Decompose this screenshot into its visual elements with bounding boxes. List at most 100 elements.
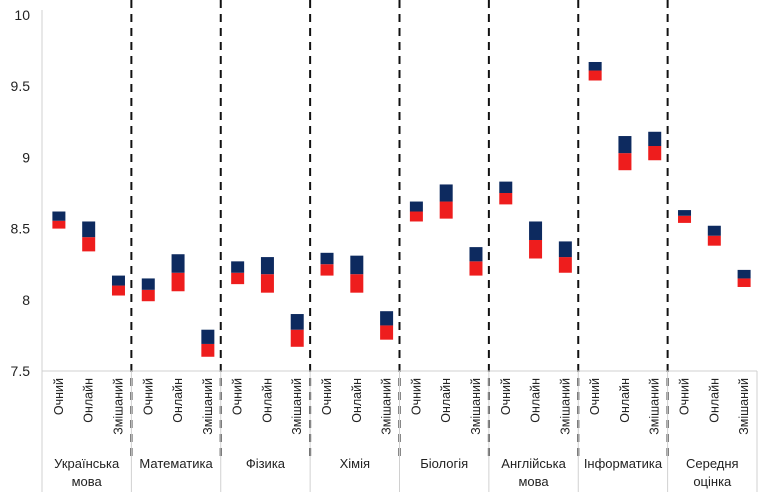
group-label-line: Хімія bbox=[340, 456, 370, 471]
group-label-line: Англійська bbox=[501, 456, 566, 471]
bar-lower-segment bbox=[111, 285, 125, 296]
bar-category-label: Онлайн bbox=[529, 378, 543, 423]
group-label-line: Українська bbox=[54, 456, 120, 471]
bar-category-label: Очний bbox=[320, 378, 334, 415]
bar-upper-segment bbox=[499, 181, 513, 193]
bar-category-label: Онлайн bbox=[618, 378, 632, 423]
bar-upper-segment bbox=[737, 269, 751, 279]
bar-lower-segment bbox=[290, 329, 304, 347]
bar-category-label: Очний bbox=[141, 378, 155, 415]
bar-upper-segment bbox=[350, 255, 364, 275]
bar-upper-segment bbox=[439, 184, 453, 202]
bar-lower-segment bbox=[141, 289, 155, 302]
bar-lower-segment bbox=[52, 220, 66, 229]
bar-lower-segment bbox=[380, 325, 394, 340]
bar-category-label: Онлайн bbox=[707, 378, 721, 423]
bar-category-label: Онлайн bbox=[171, 378, 185, 423]
bar-upper-segment bbox=[52, 211, 66, 221]
y-tick-label: 10 bbox=[14, 7, 30, 23]
bar-lower-segment bbox=[737, 278, 751, 287]
group-label: Хімія bbox=[340, 456, 370, 471]
y-axis: 7.5 8 8.5 9 9.5 10 bbox=[11, 7, 43, 379]
bar-category-label: Змішаний bbox=[737, 378, 751, 435]
bar-lower-segment bbox=[231, 272, 245, 285]
bar-upper-segment bbox=[141, 278, 155, 290]
bar-lower-segment bbox=[707, 235, 721, 246]
bars bbox=[52, 61, 751, 357]
y-tick-label: 9 bbox=[22, 149, 30, 165]
group-label-line: Біологія bbox=[420, 456, 468, 471]
group-label-line: Середня bbox=[686, 456, 739, 471]
x-axis: Очний Онлайн Змішаний Українська мова Очний Он… bbox=[41, 370, 758, 492]
bar-upper-segment bbox=[678, 210, 692, 216]
bar-lower-segment bbox=[350, 274, 364, 293]
y-tick-label: 8.5 bbox=[11, 221, 31, 237]
bar-lower-segment bbox=[469, 261, 483, 276]
bar-upper-segment bbox=[618, 136, 632, 154]
group-label-line: оцінка bbox=[693, 474, 732, 489]
bar-upper-segment bbox=[707, 225, 721, 236]
bar-upper-segment bbox=[231, 261, 245, 273]
bar-upper-segment bbox=[111, 275, 125, 286]
bar-lower-segment bbox=[618, 153, 632, 171]
bar-upper-segment bbox=[409, 201, 423, 212]
bar-upper-segment bbox=[558, 241, 572, 258]
bar-category-label: Очний bbox=[231, 378, 245, 415]
bar-category-label: Змішаний bbox=[201, 378, 215, 435]
bar-category-label: Змішаний bbox=[558, 378, 572, 435]
bar-upper-segment bbox=[260, 257, 274, 275]
bar-category-label: Очний bbox=[588, 378, 602, 415]
bar-upper-segment bbox=[320, 252, 334, 265]
bar-category-label: Очний bbox=[678, 378, 692, 415]
bar-lower-segment bbox=[558, 257, 572, 273]
bar-lower-segment bbox=[678, 215, 692, 223]
group-label: Середня оцінка bbox=[686, 456, 739, 489]
bar-upper-segment bbox=[380, 311, 394, 326]
bar-lower-segment bbox=[499, 193, 513, 205]
bar-category-label: Змішаний bbox=[111, 378, 125, 435]
bar-lower-segment bbox=[648, 146, 662, 161]
group-label: Інформатика bbox=[584, 456, 663, 471]
group-label-line: Фізика bbox=[246, 456, 286, 471]
bar-category-label: Змішаний bbox=[380, 378, 394, 435]
y-tick-label: 7.5 bbox=[11, 363, 31, 379]
bar-category-label: Очний bbox=[52, 378, 66, 415]
bar-lower-segment bbox=[82, 237, 96, 252]
group-label-line: мова bbox=[72, 474, 103, 489]
bar-upper-segment bbox=[529, 221, 543, 240]
bar-upper-segment bbox=[290, 314, 304, 330]
y-tick-label: 9.5 bbox=[11, 78, 31, 94]
group-dividers bbox=[130, 0, 669, 460]
group-label: Біологія bbox=[420, 456, 468, 471]
bar-category-label: Змішаний bbox=[469, 378, 483, 435]
group-label-line: Математика bbox=[139, 456, 213, 471]
group-label-line: мова bbox=[518, 474, 549, 489]
group-label: Фізика bbox=[246, 456, 286, 471]
bar-lower-segment bbox=[171, 272, 185, 292]
bar-lower-segment bbox=[529, 239, 543, 259]
group-label: Українська мова bbox=[54, 456, 120, 489]
bar-category-label: Онлайн bbox=[439, 378, 453, 423]
bar-upper-segment bbox=[171, 254, 185, 273]
bar-category-label: Онлайн bbox=[350, 378, 364, 423]
bar-lower-segment bbox=[439, 201, 453, 219]
bar-lower-segment bbox=[260, 274, 274, 293]
bar-lower-segment bbox=[409, 211, 423, 222]
group-label: Англійська мова bbox=[501, 456, 566, 489]
group-label: Математика bbox=[139, 456, 213, 471]
bar-upper-segment bbox=[82, 221, 96, 238]
bar-upper-segment bbox=[201, 329, 215, 344]
bar-lower-segment bbox=[320, 264, 334, 276]
bar-lower-segment bbox=[588, 70, 602, 81]
group-label-line: Інформатика bbox=[584, 456, 663, 471]
bar-category-label: Онлайн bbox=[82, 378, 96, 423]
bar-category-label: Змішаний bbox=[290, 378, 304, 435]
bar-upper-segment bbox=[588, 61, 602, 71]
bar-category-label: Очний bbox=[499, 378, 513, 415]
y-tick-label: 8 bbox=[22, 292, 30, 308]
bar-upper-segment bbox=[469, 247, 483, 262]
bar-category-label: Онлайн bbox=[260, 378, 274, 423]
bar-category-label: Очний bbox=[409, 378, 423, 415]
bar-upper-segment bbox=[648, 131, 662, 147]
